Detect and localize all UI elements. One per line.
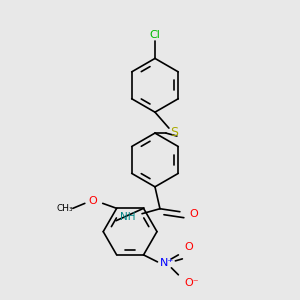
Text: NH: NH <box>120 212 136 222</box>
Text: O⁻: O⁻ <box>184 278 199 288</box>
Text: S: S <box>170 126 178 139</box>
Text: O: O <box>88 196 97 206</box>
Text: N⁺: N⁺ <box>160 258 175 268</box>
Text: Cl: Cl <box>149 29 161 40</box>
Text: CH₃: CH₃ <box>57 204 73 213</box>
Text: O: O <box>184 242 193 252</box>
Text: O: O <box>189 209 198 219</box>
